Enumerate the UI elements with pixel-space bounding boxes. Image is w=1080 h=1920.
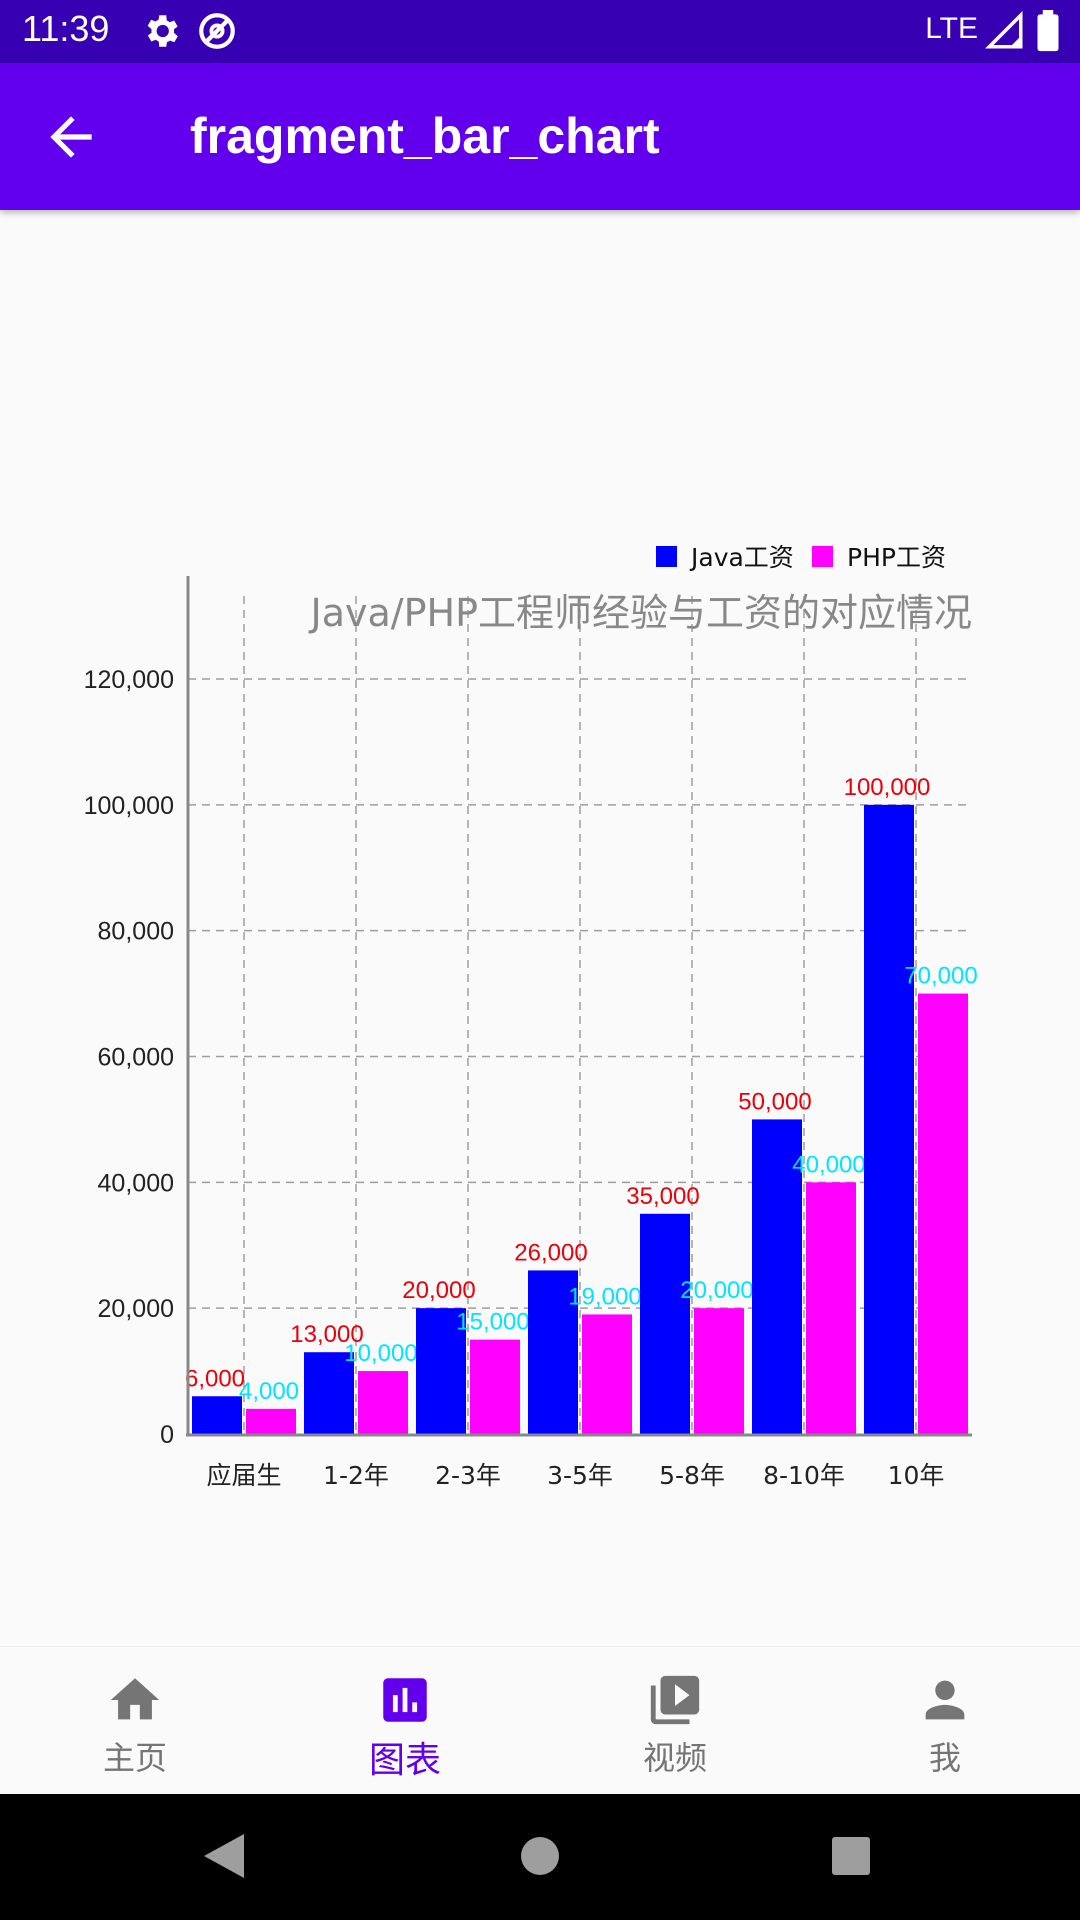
data-label-php: 70,000	[904, 963, 977, 990]
bar-java	[864, 804, 914, 1434]
bottom-navigation: 主页 图表 视频 我	[0, 1646, 1080, 1795]
app-bar: fragment_bar_chart	[0, 63, 1080, 210]
network-type: LTE	[925, 12, 978, 45]
y-tick-label: 0	[160, 1421, 174, 1449]
y-tick-label: 20,000	[98, 1295, 174, 1323]
bar-php	[470, 1339, 520, 1434]
home-circle-icon[interactable]	[519, 1830, 561, 1882]
arrow-back-icon[interactable]	[40, 106, 102, 168]
x-tick-label: 1-2年	[323, 1461, 389, 1490]
y-tick-label: 120,000	[84, 666, 174, 694]
bar-php	[582, 1314, 632, 1434]
nav-label-chart: 图表	[368, 1740, 441, 1781]
legend-label-php: PHP工资	[847, 543, 946, 572]
video-library-icon	[650, 1675, 700, 1725]
battery-icon	[1037, 10, 1059, 52]
nav-label-me: 我	[928, 1739, 961, 1777]
x-tick-label: 10年	[888, 1461, 945, 1490]
bar-chart[interactable]: 0 20,000 40,000 60,000 80,000 100,000 120,000 6…	[0, 500, 1080, 1500]
nav-label-video: 视频	[642, 1739, 707, 1777]
data-label-php: 10,000	[344, 1340, 417, 1367]
home-icon	[110, 1678, 160, 1720]
bar-php	[806, 1182, 856, 1434]
data-label-java: 20,000	[402, 1277, 475, 1304]
x-tick-label: 3-5年	[547, 1461, 613, 1490]
y-tick-label: 40,000	[98, 1169, 174, 1197]
legend-label-java: Java工资	[689, 543, 794, 572]
x-tick-label: 5-8年	[659, 1461, 725, 1490]
y-tick-label: 80,000	[98, 918, 174, 946]
bar-java	[416, 1308, 466, 1434]
bar-java	[528, 1270, 578, 1434]
x-tick-label: 2-3年	[435, 1461, 501, 1490]
bar-php	[358, 1371, 408, 1434]
bar-java	[192, 1396, 242, 1434]
page-title: fragment_bar_chart	[190, 108, 660, 164]
x-tick-label: 8-10年	[763, 1461, 845, 1490]
bar-chart-container: 0 20,000 40,000 60,000 80,000 100,000 120,000 6…	[0, 500, 1080, 1500]
nav-item-chart[interactable]: 图表	[270, 1647, 540, 1795]
data-label-java: 100,000	[844, 774, 931, 801]
back-triangle-icon[interactable]	[200, 1830, 248, 1882]
bar-chart-icon	[383, 1678, 427, 1722]
x-tick-label: 应届生	[206, 1461, 281, 1490]
settings-icon	[147, 15, 178, 47]
data-label-php: 19,000	[568, 1283, 641, 1310]
legend-swatch-java	[656, 546, 677, 567]
data-label-php: 40,000	[792, 1151, 865, 1178]
person-icon	[925, 1680, 965, 1720]
legend-swatch-php	[812, 546, 833, 567]
nav-label-home: 主页	[102, 1739, 167, 1777]
data-label-java: 6,000	[185, 1365, 245, 1392]
y-tick-label: 100,000	[84, 792, 174, 820]
recents-square-icon[interactable]	[830, 1830, 872, 1882]
chart-title: Java/PHP工程师经验与工资的对应情况	[309, 591, 972, 635]
y-tick-label: 60,000	[98, 1044, 174, 1072]
nav-item-me[interactable]: 我	[810, 1647, 1080, 1795]
data-label-java: 26,000	[514, 1239, 587, 1266]
data-label-php: 15,000	[456, 1309, 529, 1336]
bar-java	[640, 1213, 690, 1434]
nav-item-home[interactable]: 主页	[0, 1647, 270, 1795]
status-time: 11:39	[22, 8, 110, 49]
status-bar: 11:39 LTE	[0, 0, 1080, 63]
bar-php	[918, 993, 968, 1434]
data-label-java: 35,000	[626, 1183, 699, 1210]
bar-java	[304, 1352, 354, 1434]
system-navigation-bar	[0, 1794, 1080, 1920]
bar-php	[246, 1408, 296, 1434]
signal-icon	[985, 11, 1023, 49]
data-label-php: 20,000	[680, 1277, 753, 1304]
data-label-php: 4,000	[239, 1378, 299, 1405]
data-label-java: 50,000	[738, 1088, 811, 1115]
bar-php	[694, 1308, 744, 1434]
vpn-key-icon	[199, 13, 235, 49]
bar-java	[752, 1119, 802, 1434]
data-label-java: 13,000	[290, 1321, 363, 1348]
nav-item-video[interactable]: 视频	[540, 1647, 810, 1795]
